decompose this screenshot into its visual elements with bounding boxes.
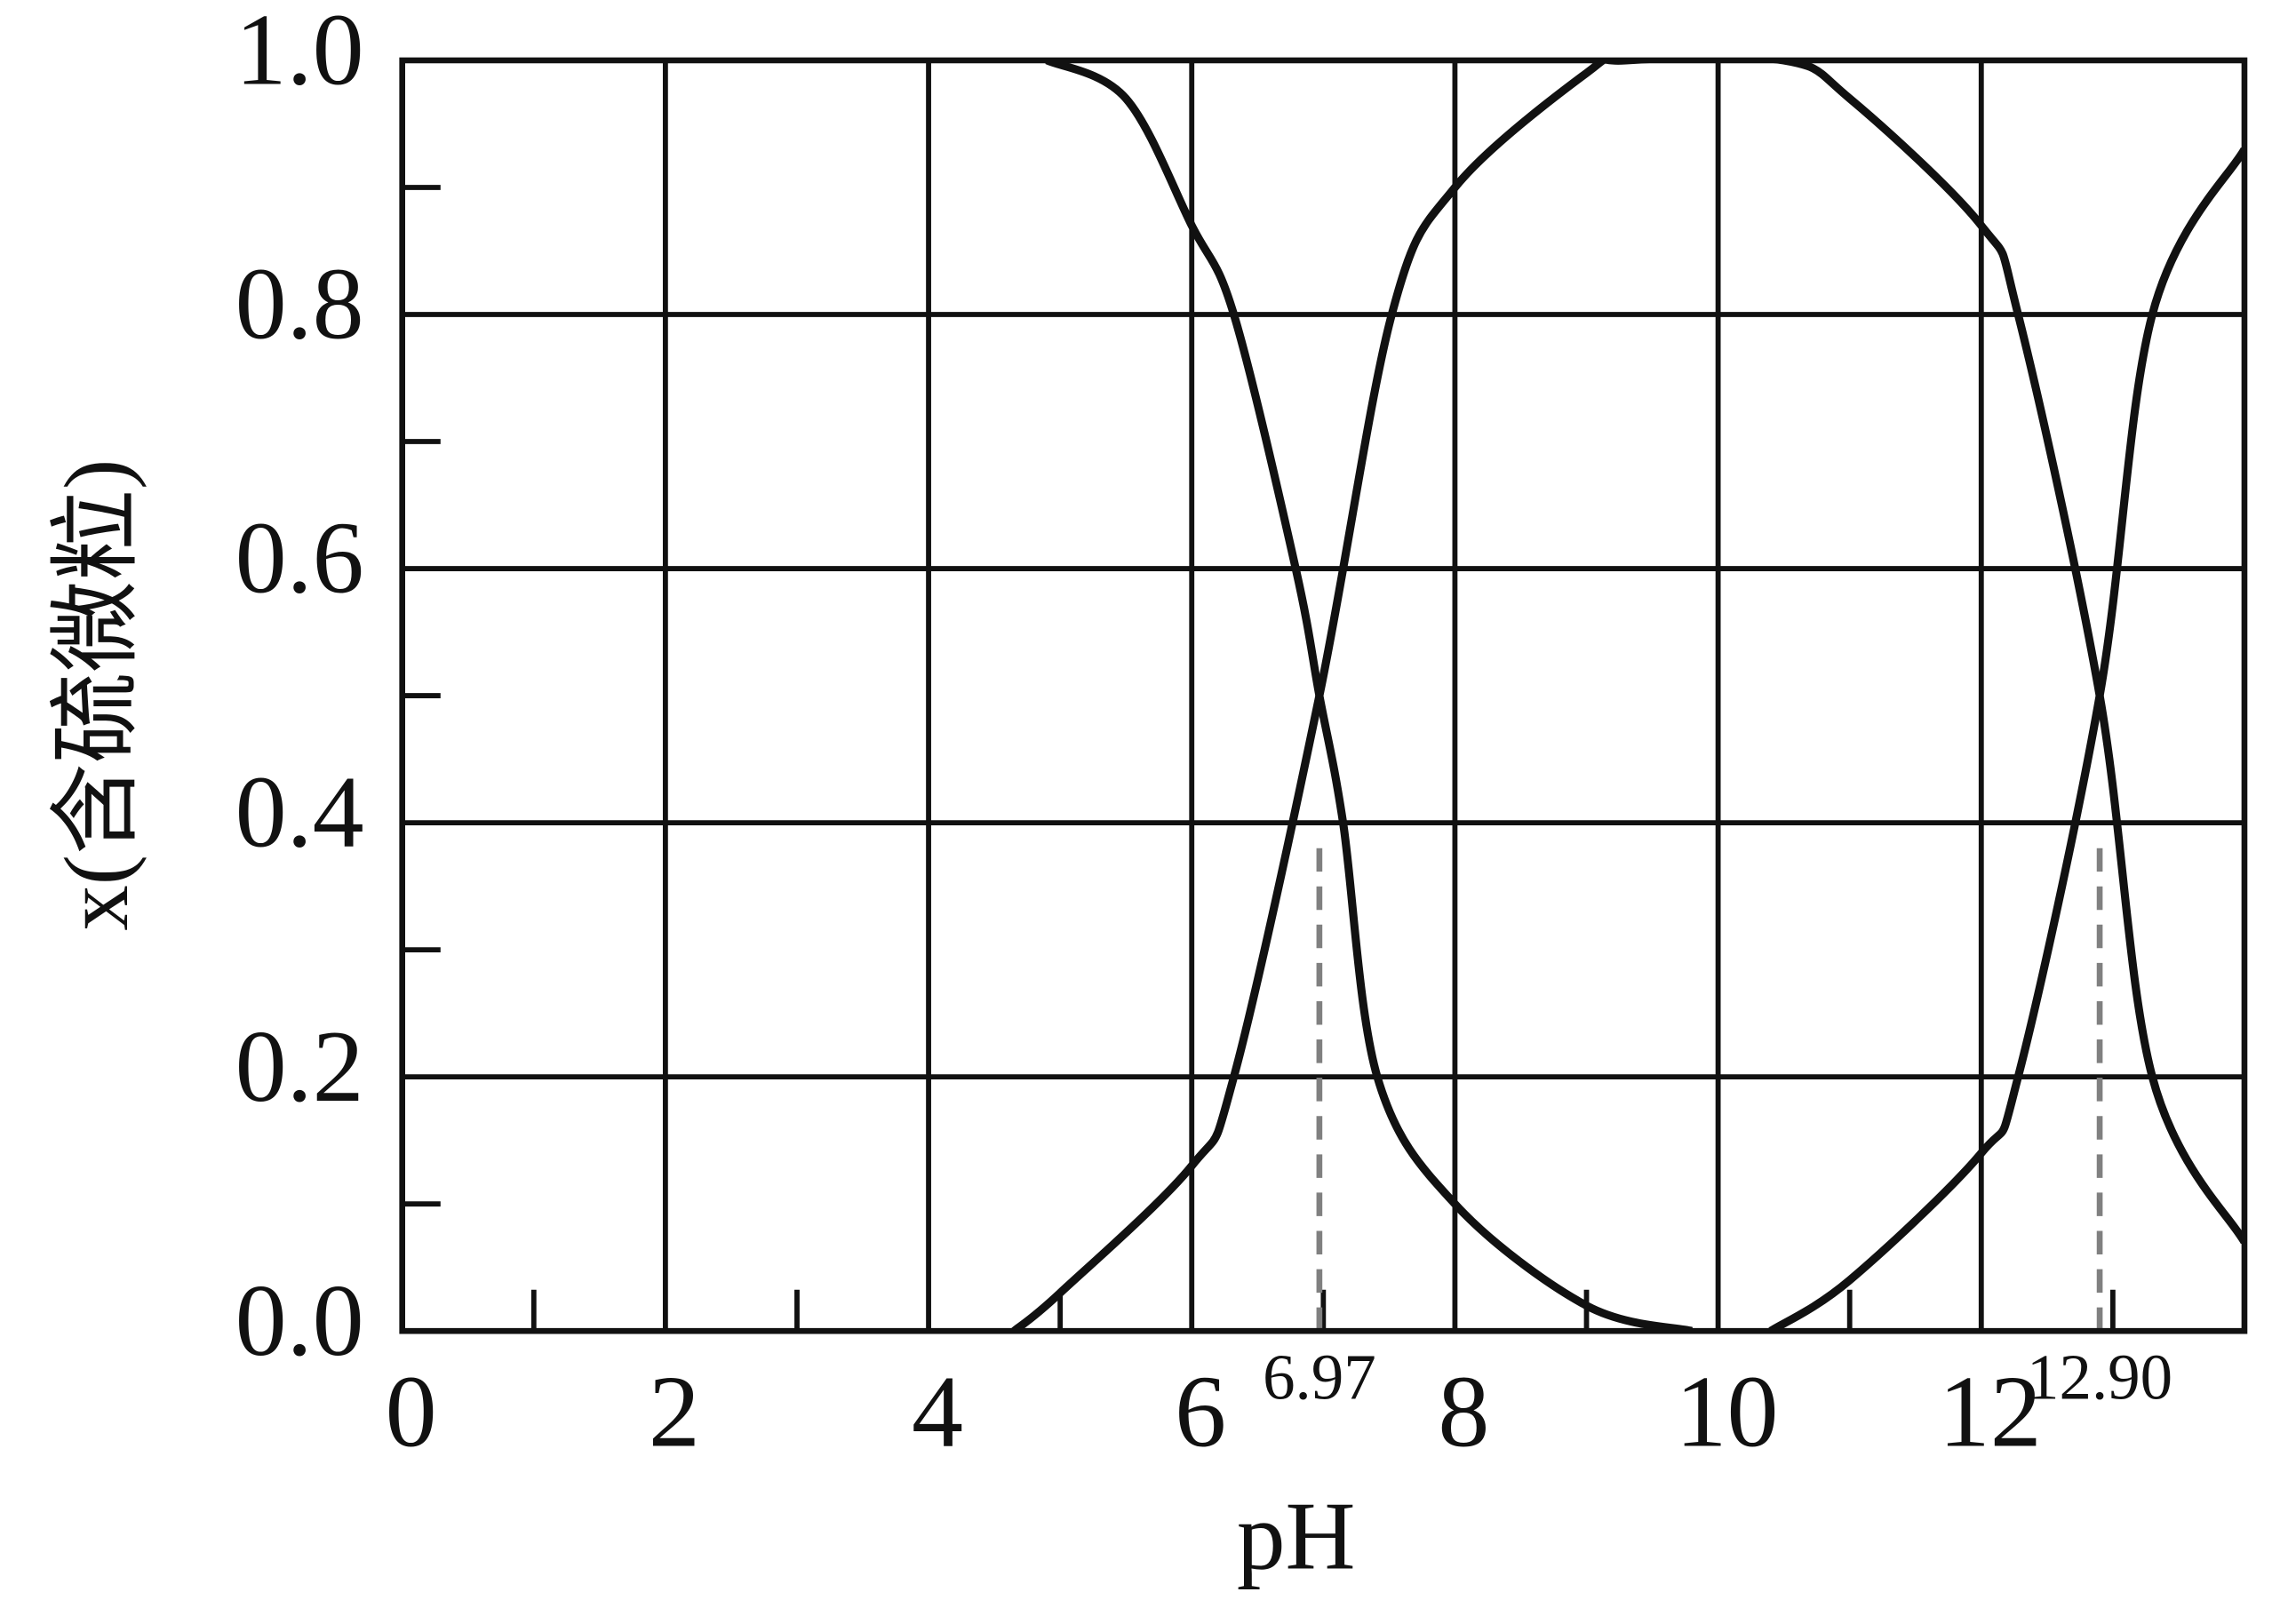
plot-frame	[399, 57, 2248, 1334]
x-tick-label: 8	[1438, 1356, 1489, 1469]
curve	[1768, 147, 2244, 1332]
x-tick-label: 4	[912, 1356, 963, 1469]
y-axis-label: x(含硫微粒)	[46, 459, 147, 931]
x-tick-label: 10	[1676, 1356, 1779, 1469]
y-tick-label: 0.2	[235, 1010, 364, 1124]
curve	[1011, 60, 2244, 1332]
x-axis-label: pH	[1237, 1482, 1356, 1589]
curve	[1045, 60, 1694, 1332]
y-tick-label: 0.4	[235, 756, 364, 870]
x-tick-label: 0	[386, 1356, 437, 1469]
y-tick-label: 0.0	[235, 1264, 364, 1378]
y-tick-label: 0.8	[235, 248, 364, 362]
annotation-label: 12.90	[2027, 1341, 2172, 1413]
y-tick-label: 0.6	[235, 502, 364, 616]
x-tick-label: 6	[1175, 1356, 1226, 1469]
y-tick-label: 1.0	[235, 0, 364, 107]
x-tick-label: 12	[1939, 1356, 2042, 1469]
x-tick-label: 2	[649, 1356, 700, 1469]
annotation-label: 6.97	[1263, 1341, 1376, 1413]
